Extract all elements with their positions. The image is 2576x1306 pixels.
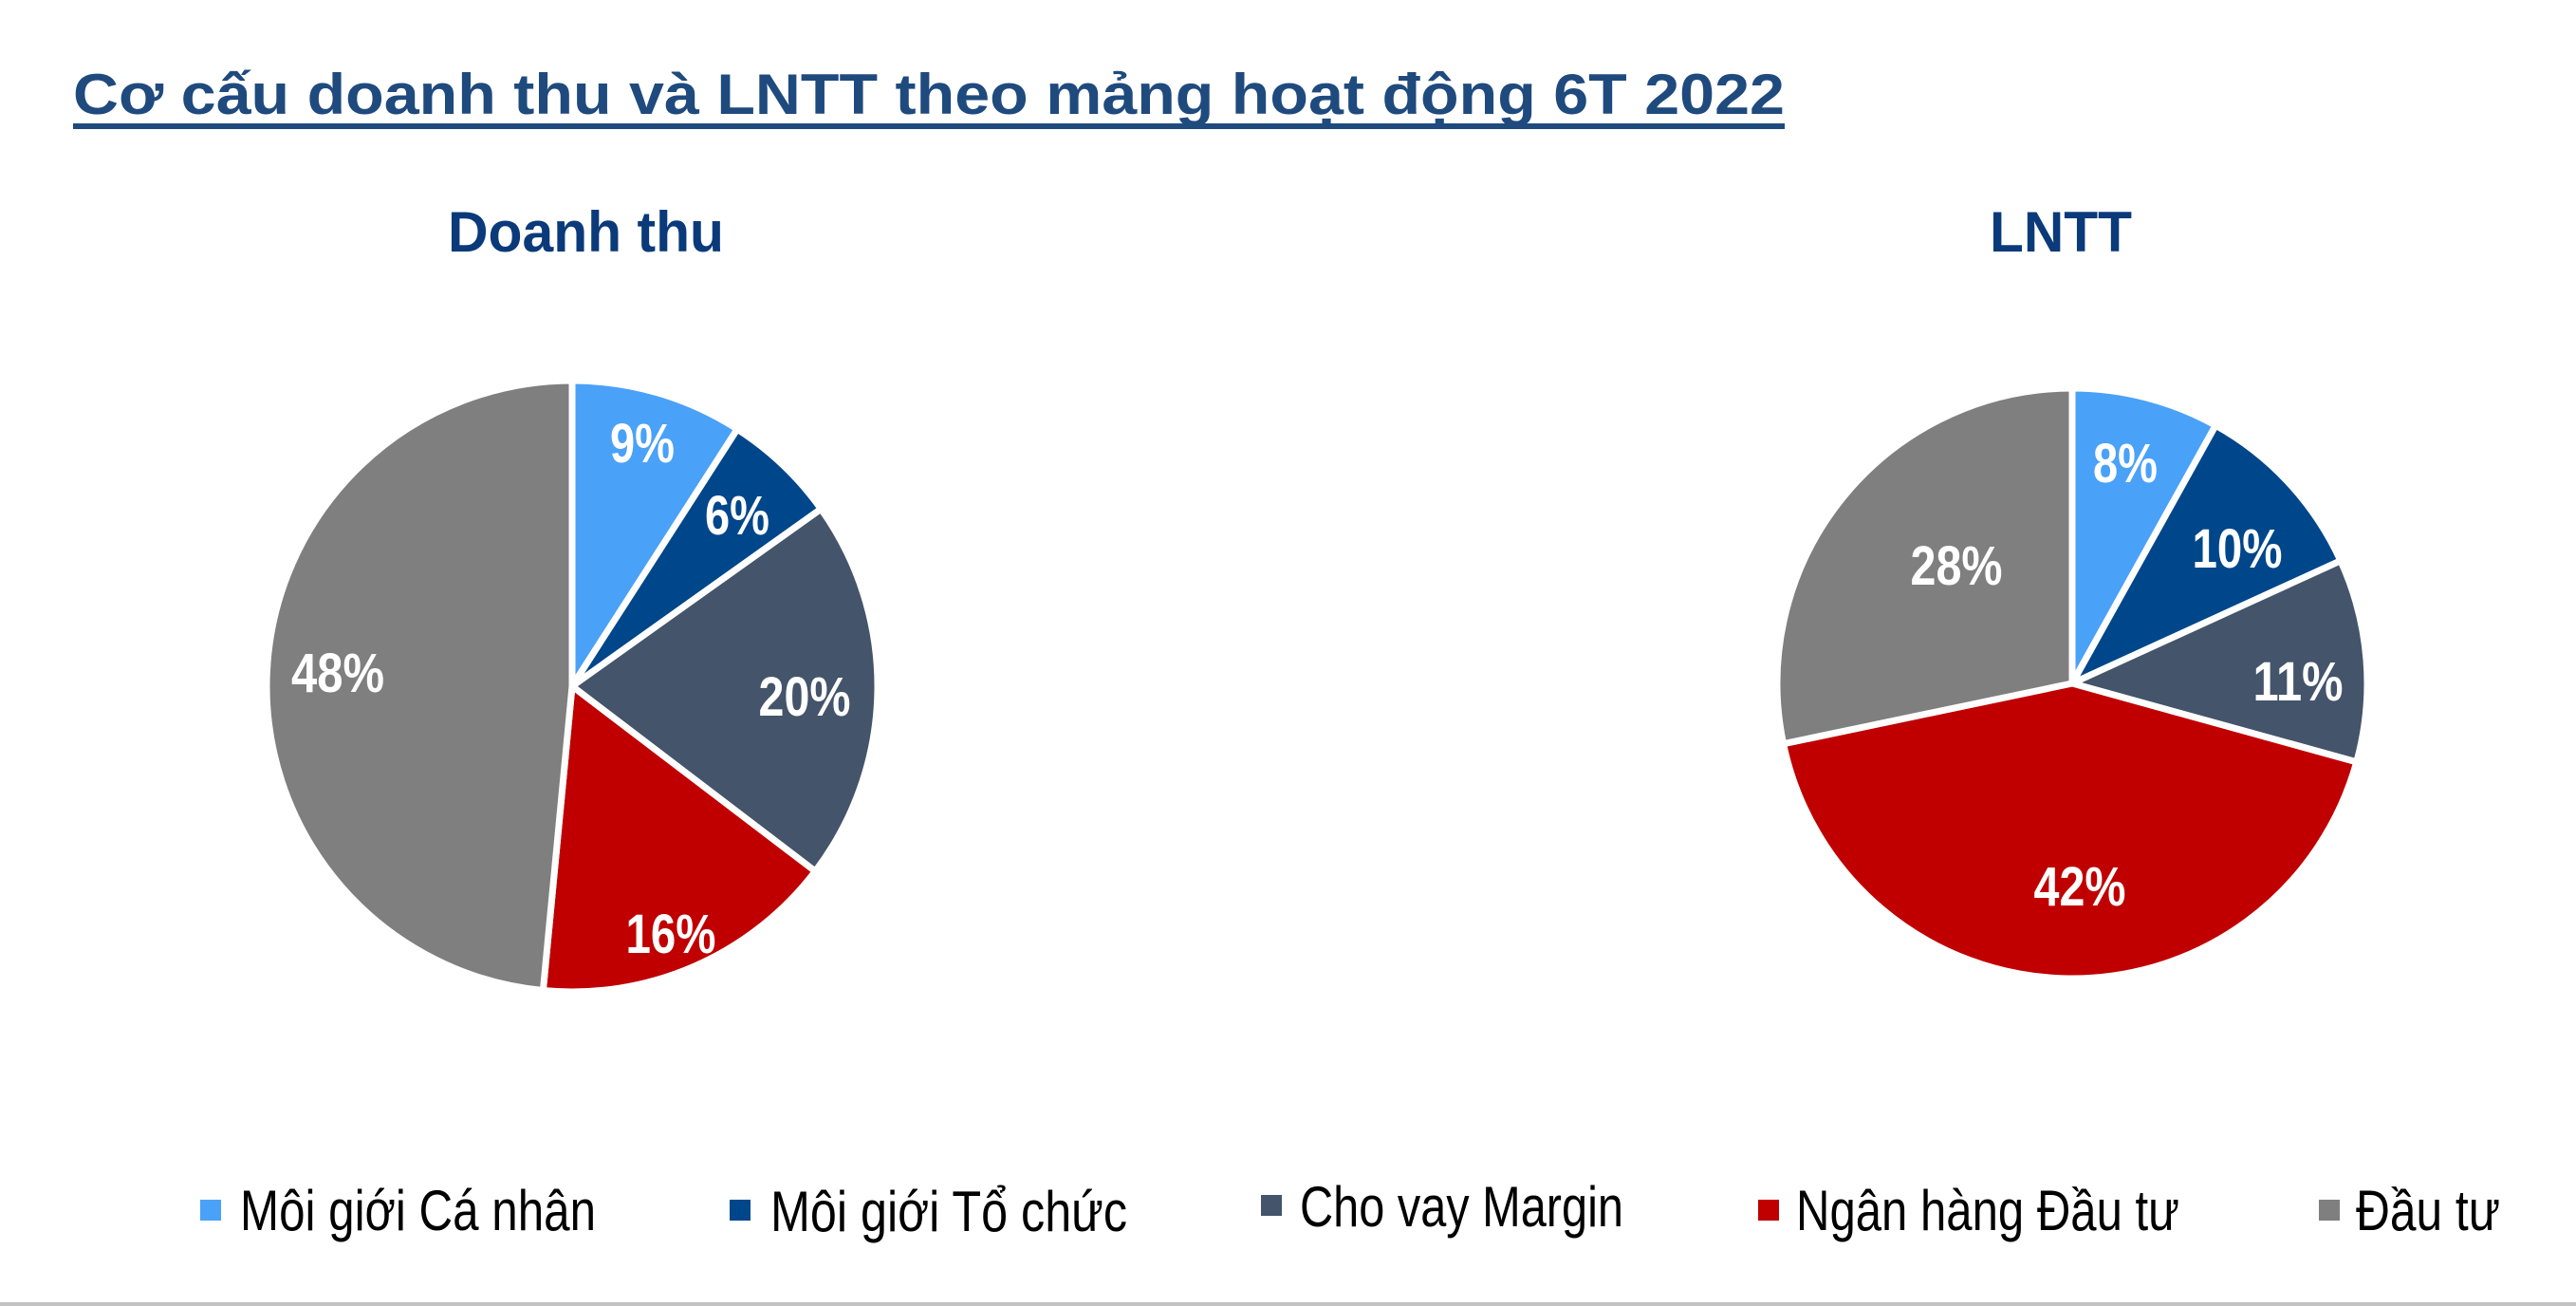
pie-slice-ngân-hàng-đầu-tư	[539, 682, 819, 996]
pie-slice-ngân-hàng-đầu-tư	[1780, 680, 2361, 982]
legend-swatch-icon	[200, 1200, 221, 1221]
pie-slice-cho-vay-margin	[2068, 557, 2371, 766]
legend-swatch-icon	[1758, 1200, 1779, 1221]
pie-slice-cho-vay-margin	[568, 505, 881, 875]
bottom-border	[0, 1302, 2576, 1306]
chart-legend: Môi giới Cá nhân Môi giới Tổ chức Cho va…	[200, 1175, 2500, 1243]
revenue-pie-chart: 9% 6% 20% 16% 48%	[263, 377, 881, 996]
legend-label: Môi giới Tổ chức	[770, 1180, 1127, 1243]
legend-item-ngan-hang-dau-tu: Ngân hàng Đầu tư	[1758, 1179, 2179, 1242]
pie-slice-môi-giới-cá-nhân	[2068, 384, 2219, 687]
page-title-text: Cơ cấu doanh thu và LNTT theo mảng hoạt …	[73, 63, 1785, 126]
legend-item-moi-gioi-ca-nhan: Môi giới Cá nhân	[200, 1179, 596, 1242]
legend-label: Đầu tư	[2356, 1179, 2500, 1242]
profit-pie-labels: 8% 10% 11% 42% 28%	[1911, 433, 2344, 918]
title-underline	[73, 123, 1785, 129]
profit-label-moi-gioi-to-chuc: 10%	[2193, 518, 2283, 580]
revenue-pie-labels: 9% 6% 20% 16% 48%	[291, 413, 851, 965]
profit-pie-slices	[1773, 384, 2371, 982]
revenue-pie-slices	[263, 377, 881, 996]
page-title: Cơ cấu doanh thu và LNTT theo mảng hoạt …	[73, 63, 1785, 129]
legend-label: Cho vay Margin	[1300, 1175, 1623, 1239]
legend-label: Môi giới Cá nhân	[240, 1179, 596, 1242]
pie-slice-môi-giới-cá-nhân	[568, 377, 741, 690]
pie-slice-môi-giới-tổ-chức	[2068, 421, 2344, 687]
profit-label-cho-vay-margin: 11%	[2253, 651, 2344, 713]
revenue-chart-title: Doanh thu	[448, 200, 724, 264]
legend-item-cho-vay-margin: Cho vay Margin	[1261, 1175, 1623, 1239]
profit-label-moi-gioi-ca-nhan: 8%	[2093, 433, 2158, 494]
revenue-label-cho-vay-margin: 20%	[759, 666, 851, 728]
legend-item-moi-gioi-to-chuc: Môi giới Tổ chức	[730, 1180, 1127, 1243]
pie-slice-đầu-tư	[263, 377, 576, 995]
revenue-label-moi-gioi-to-chuc: 6%	[705, 485, 769, 547]
profit-label-dau-tu: 28%	[1911, 535, 2003, 597]
revenue-label-ngan-hang-dau-tu: 16%	[626, 904, 716, 965]
profit-pie-chart: 8% 10% 11% 42% 28%	[1773, 384, 2371, 982]
legend-item-dau-tu: Đầu tư	[2319, 1179, 2500, 1242]
revenue-label-dau-tu: 48%	[291, 643, 384, 704]
legend-swatch-icon	[1261, 1195, 1282, 1216]
legend-label: Ngân hàng Đầu tư	[1796, 1179, 2179, 1242]
legend-swatch-icon	[730, 1200, 751, 1221]
profit-label-ngan-hang-dau-tu: 42%	[2034, 856, 2126, 918]
profit-chart-title: LNTT	[1990, 200, 2132, 264]
legend-swatch-icon	[2319, 1200, 2340, 1221]
pie-slice-đầu-tư	[1773, 384, 2076, 748]
revenue-label-moi-gioi-ca-nhan: 9%	[610, 413, 675, 475]
